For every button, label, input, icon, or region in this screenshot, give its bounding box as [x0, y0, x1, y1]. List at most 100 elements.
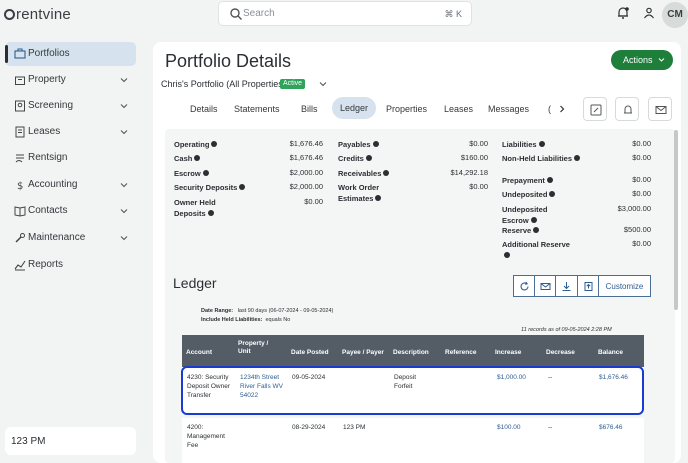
main-card: Portfolio Details Chris's Portfolio (All…	[153, 42, 681, 463]
balance-value: $160.00	[460, 153, 488, 162]
info-icon[interactable]	[365, 155, 372, 161]
balance-label: Credits	[338, 153, 372, 164]
column-header[interactable]: Decrease	[546, 349, 575, 356]
notification-button[interactable]	[615, 97, 639, 121]
refresh-icon	[520, 281, 529, 291]
column-header[interactable]: Reference	[445, 349, 477, 356]
balance-value: $0.00	[632, 239, 651, 248]
mail-icon	[655, 106, 667, 114]
search-box[interactable]: Search ⌘ K	[218, 1, 472, 26]
balance-label: Owner Held Deposits	[174, 198, 216, 218]
contacts-icon	[14, 206, 26, 217]
column-header[interactable]: Description	[393, 349, 429, 356]
refresh-button[interactable]	[513, 275, 535, 297]
scrollbar[interactable]	[674, 130, 678, 310]
actions-button[interactable]: Actions	[611, 50, 673, 70]
tab-leases[interactable]: Leases	[444, 104, 474, 114]
info-icon[interactable]	[383, 170, 390, 176]
info-icon[interactable]	[375, 195, 382, 201]
info-icon[interactable]	[239, 184, 246, 190]
balance-label: Work Order Estimates	[338, 182, 393, 204]
bell-icon[interactable]	[616, 6, 630, 20]
ledger-title: Ledger	[173, 275, 217, 291]
customize-button[interactable]: Customize	[598, 275, 651, 297]
cell-payee: 123 PM	[343, 424, 366, 431]
edit-document-button[interactable]	[583, 97, 607, 121]
balance-label: Security Deposits	[174, 182, 246, 193]
info-icon[interactable]	[538, 141, 545, 147]
tab-messages[interactable]: Messages	[488, 104, 530, 114]
sidebar-item-property[interactable]: Property	[5, 68, 136, 92]
tab-statements[interactable]: Statements	[234, 104, 280, 114]
cell-property-link[interactable]: 1234th Street River Falls WV 54022	[240, 374, 283, 399]
info-icon[interactable]	[504, 252, 510, 258]
tab-properties[interactable]: Properties	[386, 104, 428, 114]
page-title: Portfolio Details	[165, 51, 292, 71]
actions-label: Actions	[623, 55, 653, 65]
balance-value: $3,000.00	[617, 204, 651, 213]
info-icon[interactable]	[194, 155, 201, 161]
cell-increase-link[interactable]: $100.00	[497, 424, 521, 431]
info-icon[interactable]	[549, 191, 556, 197]
email-ledger-button[interactable]	[534, 275, 556, 297]
info-icon[interactable]	[207, 210, 214, 216]
person-alert-icon[interactable]	[642, 6, 656, 20]
property-icon	[15, 76, 25, 85]
balance-label: Prepayment	[502, 175, 553, 186]
info-icon[interactable]	[202, 170, 209, 176]
balance-label: Receivables	[338, 168, 390, 179]
info-icon[interactable]	[211, 141, 218, 147]
tab-ledger[interactable]: Ledger	[332, 97, 377, 119]
cell-decrease: --	[548, 374, 553, 381]
cell-balance-link[interactable]: $676.46	[599, 424, 623, 431]
user-avatar[interactable]: CM	[662, 2, 688, 28]
cell-balance-link[interactable]: $1,676.46	[599, 374, 628, 381]
table-row[interactable]: 4200: Management Fee 08-29-2024 123 PM $…	[182, 418, 644, 463]
sidebar-item-screening[interactable]: Screening	[5, 94, 136, 118]
sidebar-item-accounting[interactable]: $ Accounting	[5, 173, 136, 197]
info-icon[interactable]	[533, 227, 540, 233]
column-header[interactable]: Payee / Payer	[342, 349, 384, 356]
rentvine-logo[interactable]: rentvine	[4, 6, 71, 23]
tab-bills[interactable]: Bills	[301, 104, 318, 114]
tab-overflow[interactable]: (	[548, 104, 551, 114]
sidebar-item-label: Screening	[28, 100, 74, 111]
cell-date: 09-05-2024	[292, 374, 326, 381]
chevron-down-icon	[120, 183, 128, 188]
bell-icon	[624, 105, 632, 114]
info-icon[interactable]	[530, 217, 537, 223]
sidebar-item-label: Portfolios	[28, 48, 70, 59]
sidebar-item-contacts[interactable]: Contacts	[5, 199, 136, 223]
email-button[interactable]	[648, 97, 672, 121]
sidebar-item-leases[interactable]: Leases	[5, 120, 136, 144]
balance-value: $1,676.46	[289, 139, 323, 148]
column-header[interactable]: Balance	[598, 349, 623, 356]
info-icon[interactable]	[574, 155, 581, 161]
top-bar: rentvine Search ⌘ K CM	[0, 0, 688, 30]
tab-details[interactable]: Details	[190, 104, 218, 114]
logo-text: rentvine	[16, 6, 71, 23]
cell-increase-link[interactable]: $1,000.00	[497, 374, 526, 381]
download-icon	[562, 282, 571, 291]
company-switcher[interactable]: 123 PM	[5, 427, 136, 455]
export-button[interactable]	[577, 275, 599, 297]
column-header[interactable]: Increase	[495, 349, 522, 356]
table-row[interactable]: 4230: Security Deposit Owner Transfer 12…	[182, 367, 644, 415]
column-header[interactable]: Property / Unit	[238, 340, 269, 355]
download-button[interactable]	[555, 275, 578, 297]
mail-icon	[540, 283, 551, 290]
cell-date: 08-29-2024	[292, 424, 326, 431]
sidebar-item-portfolios[interactable]: Portfolios	[5, 42, 136, 66]
sidebar-item-label: Accounting	[28, 179, 78, 190]
chevron-down-icon[interactable]	[319, 80, 327, 88]
column-header[interactable]: Account	[186, 349, 212, 356]
chevron-right-icon[interactable]	[558, 105, 566, 113]
sidebar-item-maintenance[interactable]: Maintenance	[5, 226, 136, 250]
portfolio-selector[interactable]: Chris's Portfolio (All Properties)	[161, 79, 286, 89]
info-icon[interactable]	[546, 177, 553, 183]
info-icon[interactable]	[372, 141, 379, 147]
column-header[interactable]: Date Posted	[291, 349, 329, 356]
sidebar-item-rentsign[interactable]: Rentsign	[5, 146, 136, 170]
balance-label: Escrow	[174, 168, 209, 179]
sidebar-item-reports[interactable]: Reports	[5, 253, 136, 277]
